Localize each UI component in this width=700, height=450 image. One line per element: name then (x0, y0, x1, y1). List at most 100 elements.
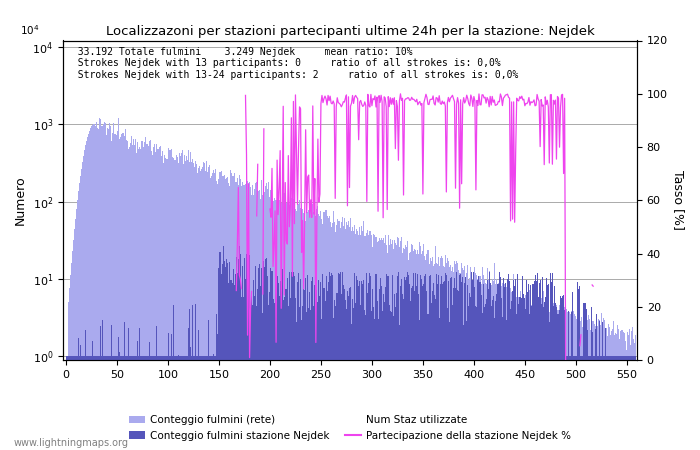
Bar (589, 356, 591, 450)
Bar (133, 356, 134, 450)
Bar (284, 193, 285, 450)
Bar (508, 285, 509, 450)
Bar (181, 356, 182, 450)
Bar (571, 312, 573, 450)
Bar (433, 295, 435, 450)
Bar (87, 137, 88, 450)
Bar (129, 147, 130, 450)
Bar (268, 305, 270, 450)
Bar (402, 294, 403, 450)
Bar (136, 356, 137, 450)
Bar (562, 296, 563, 450)
Bar (503, 281, 504, 450)
Bar (316, 209, 317, 450)
Bar (497, 285, 498, 450)
Bar (564, 310, 565, 450)
Bar (563, 295, 564, 450)
Bar (294, 276, 295, 450)
Bar (120, 356, 122, 450)
Bar (111, 141, 113, 450)
Bar (108, 129, 109, 450)
Bar (461, 283, 462, 450)
Bar (538, 311, 540, 450)
Bar (109, 123, 111, 450)
Bar (89, 356, 90, 450)
Bar (308, 210, 309, 450)
Bar (501, 297, 502, 450)
Bar (283, 193, 284, 450)
Bar (416, 286, 417, 450)
Bar (516, 314, 517, 450)
Bar (142, 141, 143, 450)
Bar (316, 290, 317, 450)
Bar (293, 272, 294, 450)
Bar (420, 246, 421, 450)
Bar (504, 288, 505, 450)
Bar (617, 356, 618, 450)
Bar (408, 275, 409, 450)
Bar (471, 274, 472, 450)
Bar (540, 304, 542, 450)
Bar (582, 356, 584, 450)
Bar (462, 277, 463, 450)
Bar (232, 283, 233, 450)
Bar (396, 293, 397, 450)
Bar (421, 254, 422, 450)
Bar (135, 356, 136, 450)
Bar (302, 209, 303, 450)
Bar (303, 288, 304, 450)
Bar (405, 280, 406, 450)
Bar (244, 258, 245, 450)
Bar (145, 137, 146, 450)
Bar (626, 350, 627, 450)
Bar (160, 356, 162, 450)
Bar (243, 297, 244, 450)
Bar (568, 315, 569, 450)
Bar (78, 338, 79, 450)
Bar (183, 356, 184, 450)
Bar (512, 291, 513, 450)
Bar (392, 240, 393, 450)
Bar (278, 199, 279, 450)
Bar (246, 181, 247, 450)
Bar (370, 231, 372, 450)
Bar (402, 253, 403, 450)
Bar (130, 356, 131, 450)
Bar (327, 216, 328, 450)
Bar (441, 256, 442, 450)
Bar (165, 158, 167, 450)
Bar (299, 199, 300, 450)
Bar (612, 356, 613, 450)
Bar (470, 267, 471, 450)
Bar (187, 356, 188, 450)
Bar (105, 356, 106, 450)
Bar (542, 307, 544, 450)
Bar (163, 163, 164, 450)
Bar (173, 158, 174, 450)
Bar (286, 288, 287, 450)
Bar (613, 356, 614, 450)
Bar (562, 318, 563, 450)
Bar (227, 177, 228, 450)
Bar (607, 356, 608, 450)
Bar (285, 204, 286, 450)
Bar (253, 195, 254, 450)
Bar (305, 278, 306, 450)
Bar (545, 299, 546, 450)
Bar (122, 356, 124, 450)
Bar (626, 356, 627, 450)
Bar (466, 273, 467, 450)
Bar (417, 274, 419, 450)
Bar (398, 272, 399, 450)
Bar (321, 219, 323, 450)
Bar (516, 297, 517, 450)
Bar (384, 243, 385, 450)
Bar (353, 308, 354, 450)
Bar (584, 303, 585, 450)
Bar (143, 356, 144, 450)
Bar (100, 120, 102, 450)
Bar (176, 356, 178, 450)
Bar (404, 278, 405, 450)
Bar (71, 356, 73, 450)
Bar (198, 330, 199, 450)
